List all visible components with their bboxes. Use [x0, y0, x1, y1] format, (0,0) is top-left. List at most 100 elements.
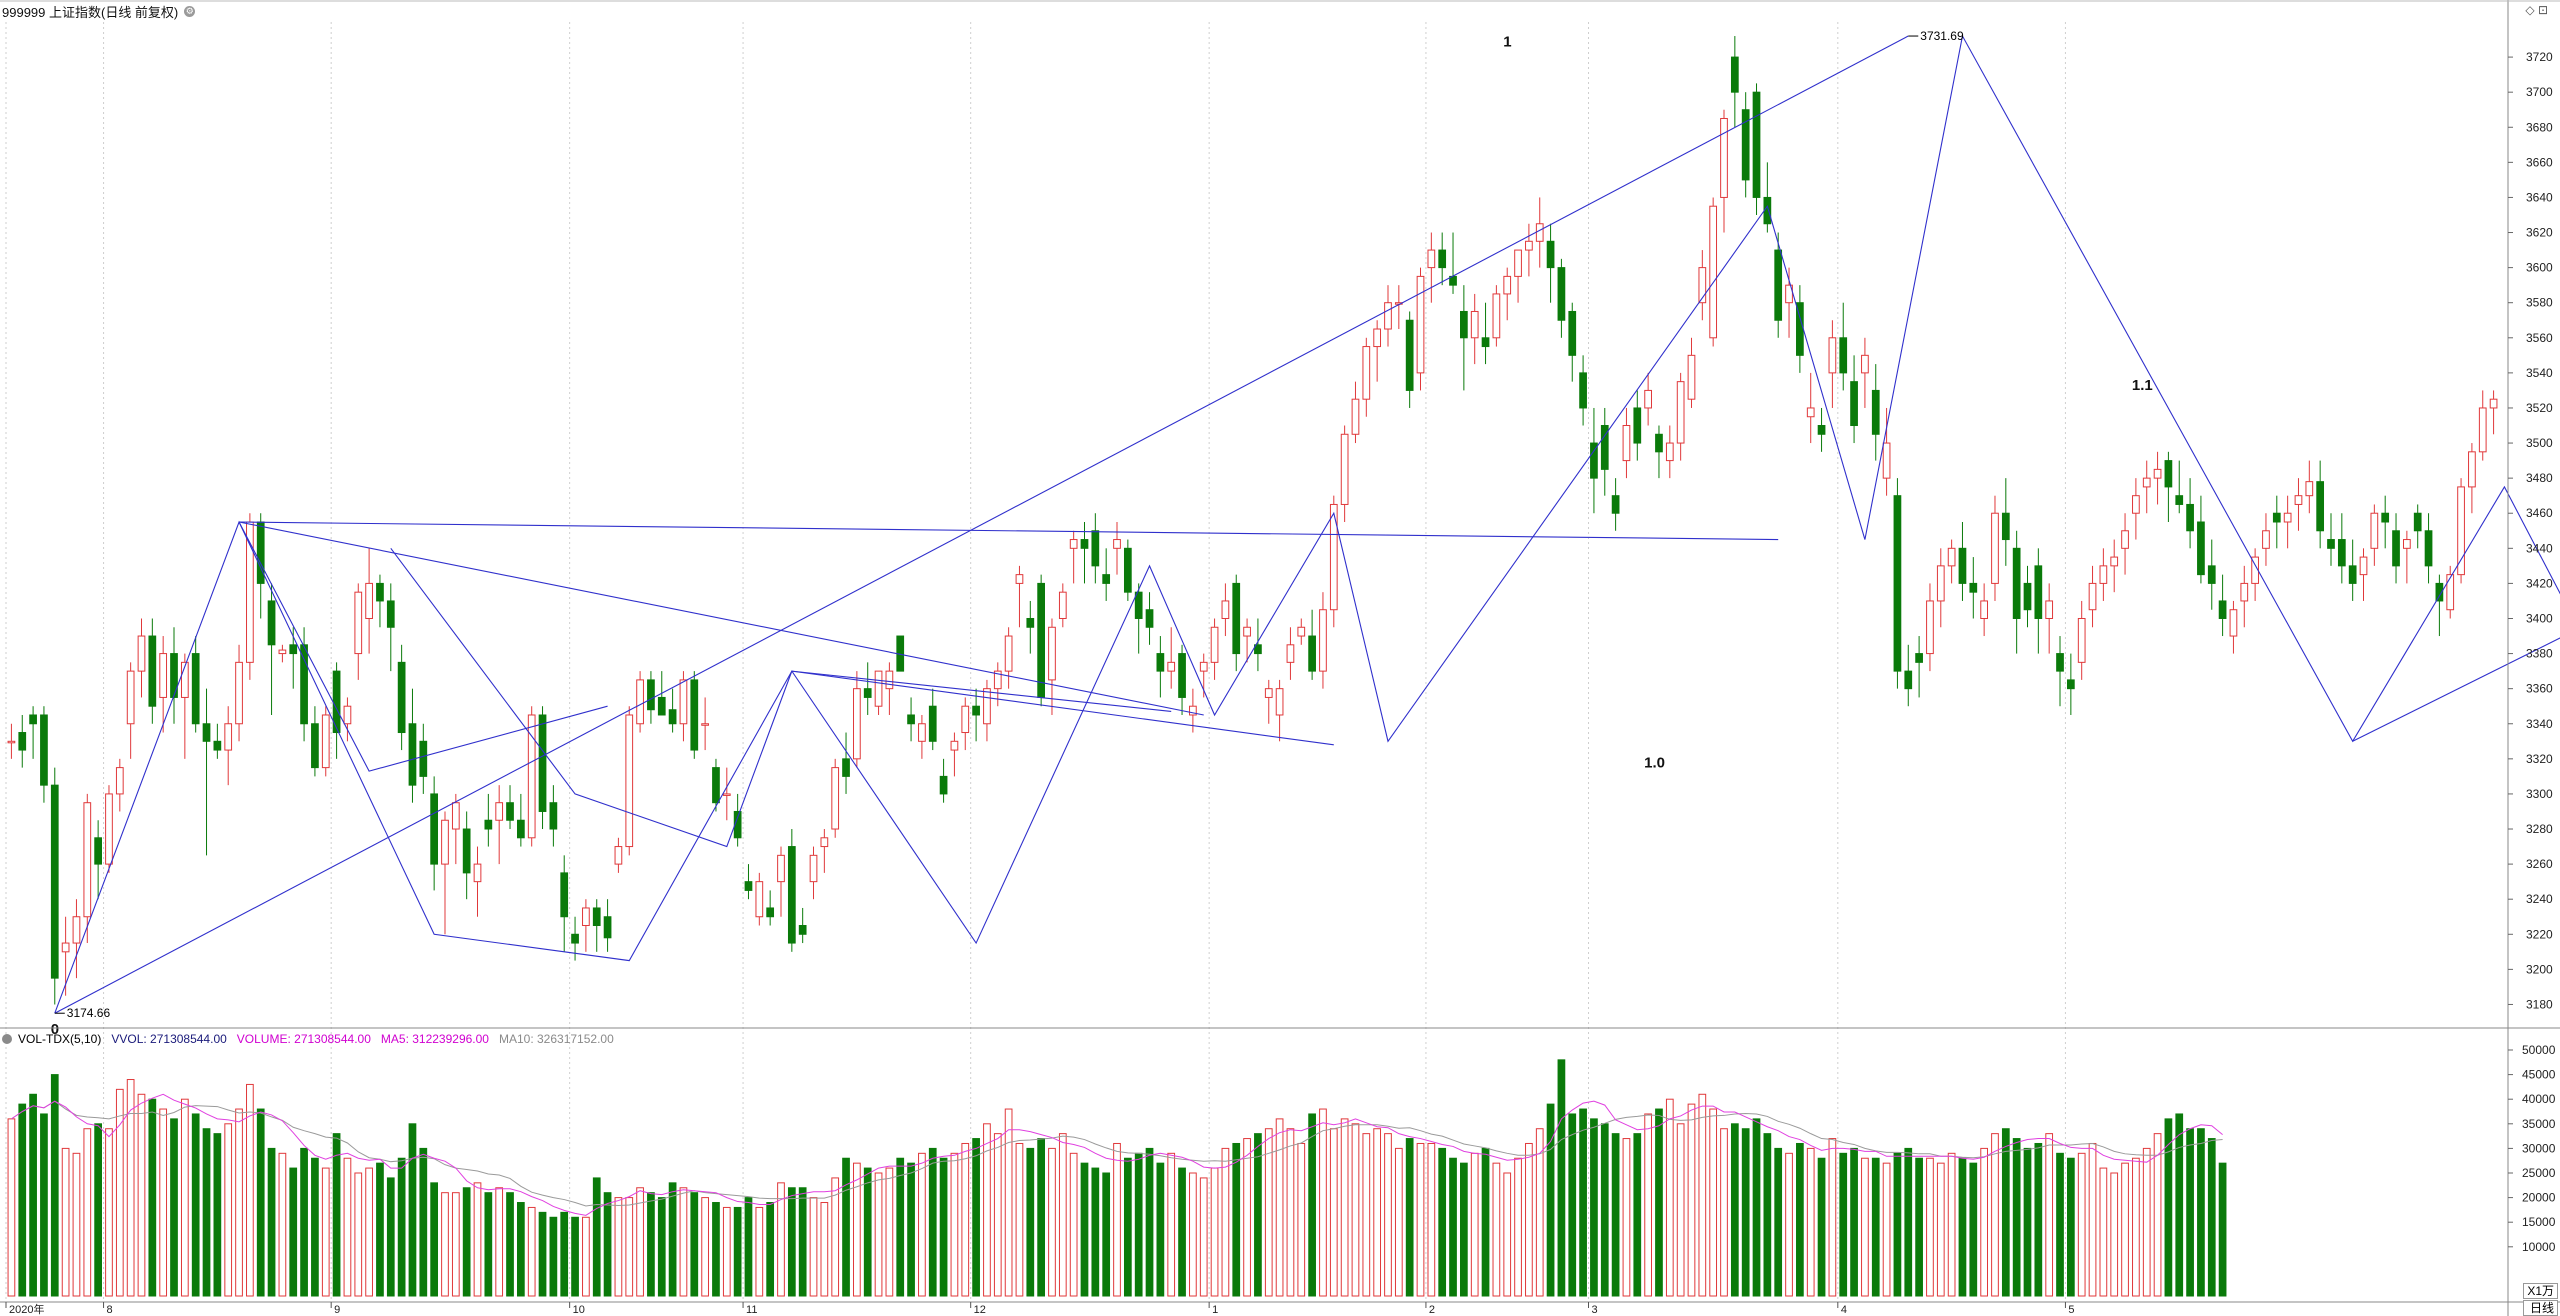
candle-body [679, 679, 688, 725]
candle-body [766, 907, 775, 918]
candle-body [1026, 617, 1035, 628]
volume-bar [2132, 1157, 2140, 1297]
price-tick-label: 3580 [2526, 296, 2553, 310]
zigzag-lines [54, 34, 2560, 1014]
volume-bar [928, 1147, 937, 1297]
volume-bar [1817, 1157, 1826, 1297]
candle-body [2305, 481, 2314, 497]
volume-bar [1416, 1142, 1425, 1297]
volume-tick-label: 50000 [2522, 1043, 2556, 1057]
volume-bar [1351, 1123, 1360, 1297]
volume-bar [2023, 1147, 2032, 1297]
candle-body [1481, 337, 1490, 348]
volume-bar [365, 1167, 373, 1297]
candle-body [2240, 582, 2249, 602]
candle-body [571, 933, 579, 944]
volume-bar [1297, 1142, 1306, 1297]
corner-labels: X1万 日线 [2523, 1282, 2558, 1316]
zigzag-line [54, 35, 1909, 1014]
candle-body [614, 846, 623, 865]
volume-bar [1806, 1147, 1815, 1297]
indicator-gear-icon[interactable] [2, 1034, 12, 1044]
volume-indicator-name: VOL-TDX(5,10) [18, 1032, 102, 1046]
period-label[interactable]: 日线 [2523, 1300, 2558, 1316]
candle-body [376, 582, 384, 602]
price-tick-label: 3300 [2526, 787, 2553, 801]
candle-body [1655, 433, 1663, 453]
volume-bar [701, 1197, 709, 1297]
volume-bar [1709, 1108, 1718, 1297]
candle-body [1600, 425, 1609, 470]
price-tick-label: 3440 [2526, 541, 2553, 555]
candle-body [1546, 240, 1555, 269]
candle-body [300, 644, 308, 725]
volume-bar [614, 1197, 623, 1297]
volume-bar [1080, 1162, 1089, 1297]
candle-body [787, 846, 796, 944]
volume-bar [777, 1182, 785, 1297]
volume-bar [1470, 1152, 1479, 1297]
candle-body [1460, 310, 1468, 339]
volume-bar [148, 1098, 157, 1297]
volume-bar [939, 1157, 948, 1297]
candle-body [2435, 582, 2444, 602]
price-tick-label: 3700 [2526, 85, 2553, 99]
candle-body [1362, 346, 1371, 400]
candle-body [1340, 433, 1349, 505]
volume-bar [1774, 1147, 1783, 1297]
volume-bar [636, 1187, 644, 1297]
volume-bar [950, 1152, 959, 1297]
candle-body [2446, 574, 2455, 611]
x-tick-label: 4 [1841, 1304, 1847, 1316]
volume-bar [1189, 1172, 1197, 1297]
candle-body [484, 819, 493, 830]
candle-body [1644, 389, 1652, 409]
candle-body [1123, 547, 1132, 593]
volume-bar [809, 1197, 818, 1297]
candle-body [397, 661, 406, 734]
gear-icon[interactable]: ⚙ [184, 5, 196, 17]
candle-body [1730, 56, 1739, 93]
x-tick-label: 10 [573, 1304, 585, 1316]
volume-bar [560, 1211, 569, 1297]
candle-body [1676, 381, 1685, 444]
candle-body [2034, 565, 2043, 619]
volume-bar [7, 1118, 16, 1297]
volume-bar [2197, 1128, 2205, 1297]
candle-body [289, 644, 298, 655]
price-tick-label: 3360 [2526, 682, 2553, 696]
volume-bar [1275, 1118, 1284, 1297]
candle-body [1037, 582, 1045, 698]
volume-bar [1167, 1152, 1176, 1297]
price-tick-label: 3380 [2526, 647, 2553, 661]
volume-bar [787, 1187, 796, 1297]
volume-ma5-line [11, 1093, 2223, 1216]
volume-bar [2142, 1147, 2151, 1297]
volume-bar [863, 1167, 872, 1297]
vvol-value: VVOL: 271308544.00 [111, 1032, 227, 1046]
wave-label: 1.1 [2132, 377, 2153, 394]
volume-bar [571, 1216, 579, 1297]
volume-bar [625, 1197, 634, 1297]
top-icons[interactable]: ◇ ⊡ [2525, 3, 2548, 17]
x-tick-label: 2020年 [9, 1302, 44, 1316]
volume-tick-label: 30000 [2522, 1141, 2556, 1155]
candle-body [755, 881, 764, 918]
candle-body [2348, 565, 2357, 584]
volume-bar [918, 1152, 926, 1297]
candle-body [625, 714, 634, 848]
candle-body [29, 714, 37, 725]
x-tick-label: 2 [1429, 1304, 1435, 1316]
candle-body [321, 714, 330, 769]
volume-tick-label: 10000 [2522, 1240, 2556, 1254]
volume-bar [755, 1206, 764, 1297]
candle-body [1720, 117, 1728, 198]
candle-body [61, 942, 70, 953]
candle-body [451, 802, 460, 830]
volume-bar [105, 1128, 113, 1297]
volume-bar [376, 1162, 384, 1297]
candle-body [2121, 530, 2129, 549]
volume-bar [1264, 1128, 1273, 1297]
volume-bar [1427, 1142, 1436, 1297]
